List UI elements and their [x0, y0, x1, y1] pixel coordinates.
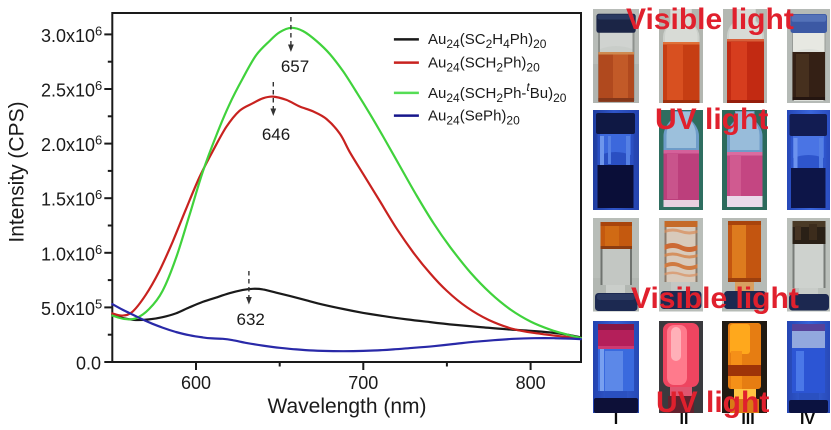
svg-text:6: 6 [95, 23, 102, 38]
svg-text:6: 6 [95, 242, 102, 257]
svg-text:1.5x10: 1.5x10 [41, 190, 95, 210]
svg-text:2.5x10: 2.5x10 [41, 81, 95, 101]
svg-text:5: 5 [95, 296, 102, 311]
svg-text:Au24(SePh)20: Au24(SePh)20 [428, 108, 520, 128]
svg-text:0.0: 0.0 [76, 354, 101, 374]
svg-text:646: 646 [262, 125, 290, 144]
svg-text:2.0x10: 2.0x10 [41, 135, 95, 155]
svg-text:6: 6 [95, 133, 102, 148]
svg-text:632: 632 [237, 310, 265, 329]
svg-text:Au24(SCH2Ph)20: Au24(SCH2Ph)20 [428, 55, 540, 75]
svg-text:Intensity (CPS): Intensity (CPS) [6, 101, 29, 242]
svg-text:800: 800 [516, 373, 546, 393]
svg-text:6: 6 [95, 187, 102, 202]
svg-text:1.0x10: 1.0x10 [41, 244, 95, 264]
svg-text:700: 700 [348, 373, 378, 393]
svg-text:6: 6 [95, 78, 102, 93]
svg-text:Wavelength (nm): Wavelength (nm) [267, 395, 426, 418]
svg-text:657: 657 [281, 57, 309, 76]
svg-text:600: 600 [181, 373, 211, 393]
svg-text:Au24(SCH2Ph-tBu)20: Au24(SCH2Ph-tBu)20 [428, 80, 567, 105]
svg-text:Au24(SC2H4Ph)20: Au24(SC2H4Ph)20 [428, 31, 547, 51]
svg-text:3.0x10: 3.0x10 [41, 26, 95, 46]
svg-text:5.0x10: 5.0x10 [41, 299, 95, 319]
